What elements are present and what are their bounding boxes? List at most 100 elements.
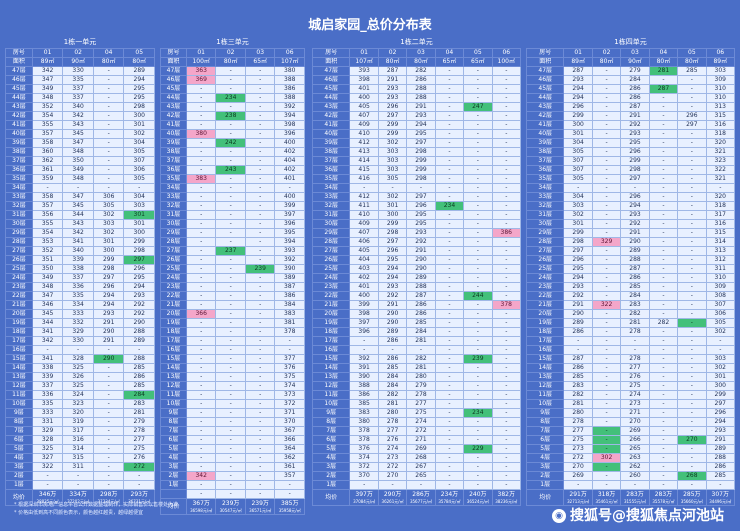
price-cell: -: [591, 417, 622, 427]
floor-label: 28层: [5, 237, 33, 247]
floor-label: 35层: [525, 174, 565, 184]
floor-row: 19层 397 290 285- - -: [311, 318, 522, 328]
average-total: 290万: [383, 490, 402, 498]
price-cell: 398: [349, 309, 379, 319]
average-unit-price: 38236元/㎡: [495, 498, 518, 504]
price-cell: 348: [31, 282, 64, 292]
floor-row: 43层 - - -392: [160, 102, 305, 112]
floor-row: 13层 285-276- -301: [525, 372, 736, 382]
floor-label: 30层: [160, 219, 187, 229]
price-cell: -: [434, 444, 465, 454]
price-cell: 300: [563, 120, 593, 130]
price-cell: -: [244, 228, 276, 238]
price-cell: -: [491, 345, 522, 355]
price-cell: -: [434, 390, 465, 400]
price-cell: 300: [705, 381, 736, 391]
price-cell: -: [92, 129, 125, 139]
unit-number: 06: [491, 48, 522, 58]
header-area-label: 面积: [525, 57, 565, 67]
price-cell: 290: [563, 309, 593, 319]
price-cell: -: [434, 363, 465, 373]
average-label: 均价: [311, 489, 351, 506]
price-cell: 353: [31, 237, 64, 247]
price-cell: -: [377, 183, 408, 193]
floor-row: 42层 299-291-296 315: [525, 111, 736, 121]
floor-label: 2层: [160, 471, 187, 481]
price-cell: 298: [377, 228, 408, 238]
price-cell: 297: [563, 246, 593, 256]
price-cell: 305: [123, 174, 155, 184]
floor-label: 45层: [5, 84, 33, 94]
price-cell: 357: [31, 129, 64, 139]
unit-area: 107㎡: [349, 57, 379, 67]
price-cell: -: [434, 318, 465, 328]
floor-row: 35层 383- -401: [160, 174, 305, 184]
price-cell: 321: [705, 174, 736, 184]
price-cell: 293: [563, 282, 593, 292]
floor-label: 25层: [311, 264, 351, 274]
price-cell: 289: [705, 444, 736, 454]
price-cell: -: [215, 84, 246, 94]
price-cell: -: [215, 273, 246, 283]
price-cell: -: [648, 444, 679, 454]
price-cell: -: [463, 156, 493, 166]
price-cell: 354: [31, 111, 64, 121]
price-cell: 325: [62, 381, 94, 391]
price-cell: -: [185, 444, 217, 454]
price-cell: 295: [406, 219, 436, 229]
floor-row: 26层 404 295 290- - -: [311, 255, 522, 265]
price-cell: -: [244, 210, 276, 220]
price-cell: 380: [349, 417, 379, 427]
footnote-1: * 根据深圳市房地产信息平台公开数据整理制作，实际销售价以售楼处为准: [14, 502, 179, 508]
floor-label: 39层: [160, 138, 187, 148]
floor-label: 26层: [525, 255, 565, 265]
price-cell: 383: [349, 408, 379, 418]
price-cell: 300: [123, 111, 155, 121]
price-cell: 345: [62, 201, 94, 211]
price-cell: -: [434, 228, 465, 238]
price-cell: 331: [31, 417, 64, 427]
unit-number: 05: [463, 48, 493, 58]
floor-label: 6层: [525, 435, 565, 445]
price-cell: 279: [406, 381, 436, 391]
price-cell: -: [677, 417, 707, 427]
floor-row: 30层 301-292- -316: [525, 219, 736, 229]
price-cell: -: [244, 129, 276, 139]
price-cell: -: [377, 345, 408, 355]
price-cell: 344: [62, 210, 94, 220]
price-cell: -: [185, 363, 217, 373]
floor-label: 24层: [160, 273, 187, 283]
block-title: 1栋一单元: [63, 38, 97, 46]
price-cell: -: [677, 354, 707, 364]
price-cell: -: [185, 210, 217, 220]
price-cell: 392: [274, 255, 305, 265]
price-cell: 320: [705, 192, 736, 202]
price-cell: 297: [620, 174, 650, 184]
floor-row: 40层 357 345-302: [5, 129, 155, 139]
price-cell: -: [648, 246, 679, 256]
price-cell: 260: [620, 471, 650, 481]
price-cell: 300: [92, 246, 125, 256]
price-cell: 329: [62, 327, 94, 337]
price-cell: 276: [123, 453, 155, 463]
price-cell: 304: [563, 192, 593, 202]
price-cell: -: [677, 174, 707, 184]
price-cell: -: [185, 390, 217, 400]
price-cell: 294: [563, 273, 593, 283]
price-cell: -: [563, 336, 593, 346]
price-cell: 296: [620, 192, 650, 202]
price-cell: -: [215, 363, 246, 373]
price-cell: 291: [92, 336, 125, 346]
average-row: 均价 367万 36598元/㎡ 239万 30547元/㎡ 239万 36571元/㎡ 38…: [160, 498, 305, 515]
floor-label: 11层: [5, 390, 33, 400]
price-cell: 395: [274, 228, 305, 238]
price-cell: -: [274, 183, 305, 193]
price-cell: 405: [349, 102, 379, 112]
price-cell: -: [244, 363, 276, 373]
price-cell: -: [434, 282, 465, 292]
price-cell: 310: [705, 84, 736, 94]
price-cell: 337: [62, 273, 94, 283]
price-cell: -: [677, 273, 707, 283]
price-cell: -: [463, 363, 493, 373]
price-cell: 303: [705, 66, 736, 76]
